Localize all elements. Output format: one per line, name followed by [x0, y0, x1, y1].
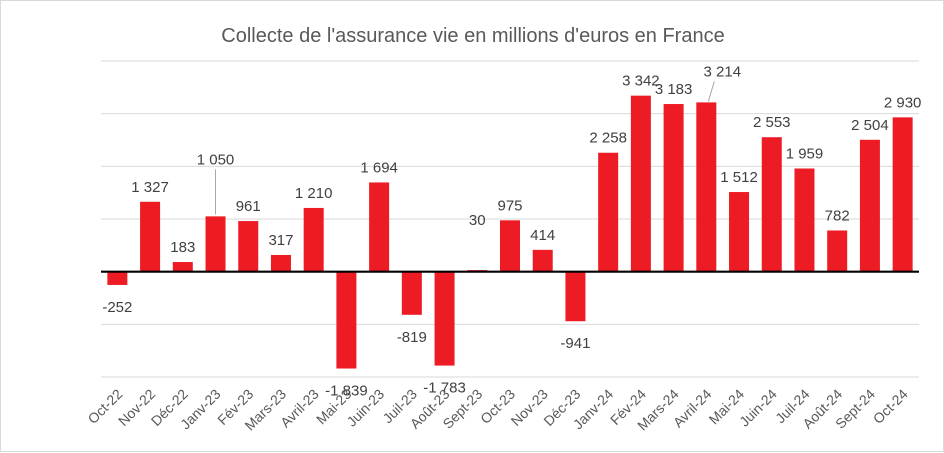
- x-tick-label: Oct-24: [870, 386, 911, 427]
- bars: [107, 95, 913, 369]
- bar-10: [434, 271, 455, 366]
- data-label: 2 553: [753, 114, 791, 131]
- data-label: 183: [170, 239, 195, 256]
- data-label: 1 959: [786, 145, 824, 162]
- data-label: -252: [102, 299, 132, 316]
- data-label: 317: [268, 232, 293, 249]
- data-label: 3 342: [622, 73, 660, 90]
- bar-15: [598, 152, 619, 272]
- data-label: 975: [497, 197, 522, 214]
- data-label: 1 512: [720, 169, 758, 186]
- x-tick-label: Juin-24: [736, 386, 780, 430]
- bar-9: [401, 271, 422, 315]
- bar-3: [205, 216, 226, 272]
- x-tick-labels: Oct-22Nov-22Déc-22Janv-23Fév-23Mars-23Av…: [84, 386, 910, 434]
- data-label: -819: [397, 329, 427, 346]
- data-label: 3 214: [704, 63, 742, 80]
- data-label: -1 839: [325, 383, 368, 400]
- data-label: 961: [236, 198, 261, 215]
- data-label: 414: [530, 227, 555, 244]
- bar-14: [565, 271, 586, 322]
- gridlines: [101, 60, 919, 378]
- data-label: 2 504: [851, 117, 889, 134]
- bar-22: [827, 230, 848, 272]
- data-label: 2 930: [884, 94, 922, 111]
- bar-0: [107, 271, 128, 285]
- data-label: 1 210: [295, 185, 333, 202]
- bar-13: [532, 249, 553, 272]
- data-label: 1 050: [197, 151, 235, 168]
- bar-20: [761, 137, 782, 272]
- bar-24: [892, 117, 913, 272]
- bar-7: [336, 271, 357, 369]
- bar-2: [172, 262, 193, 272]
- bar-17: [663, 104, 684, 272]
- data-label: 30: [469, 212, 486, 229]
- data-label: -1 783: [423, 380, 466, 397]
- bar-23: [859, 139, 880, 272]
- bar-19: [729, 192, 750, 272]
- bar-18: [696, 102, 717, 272]
- data-label: 1 694: [360, 159, 398, 176]
- chart-title: Collecte de l'assurance vie en millions …: [221, 25, 724, 47]
- bar-21: [794, 168, 815, 272]
- label-leader-line: [707, 81, 715, 102]
- data-labels: -252 1 327 183 1 050 961 317 1 210 -1 839 1 694 -…: [102, 63, 921, 399]
- data-label: 3 183: [655, 81, 693, 98]
- data-label: 1 327: [131, 179, 169, 196]
- data-label: -941: [560, 335, 590, 352]
- bar-1: [140, 201, 161, 272]
- data-label: 782: [825, 207, 850, 224]
- bar-8: [369, 182, 390, 272]
- bar-16: [630, 95, 651, 272]
- bar-5: [270, 254, 291, 272]
- bar-12: [500, 220, 520, 272]
- data-label: 2 258: [589, 130, 627, 147]
- bar-6: [303, 207, 324, 272]
- bar-4: [238, 221, 259, 272]
